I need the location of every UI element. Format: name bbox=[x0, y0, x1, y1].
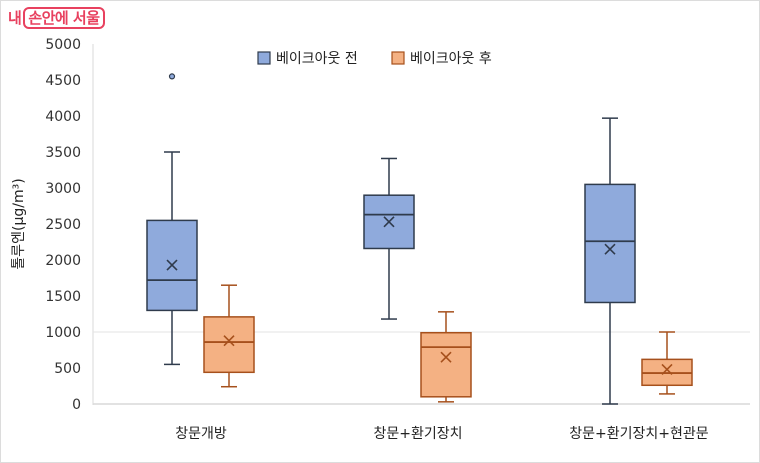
y-axis-title: 톨루엔(μg/m³) bbox=[11, 178, 27, 269]
y-tick-label: 500 bbox=[54, 361, 81, 377]
iqr-box bbox=[420, 331, 472, 398]
mean-marker bbox=[223, 335, 235, 347]
y-tick-label: 4500 bbox=[45, 73, 81, 89]
seoul-logo: 내 손안에 서울 bbox=[8, 7, 105, 29]
x-category-label: 창문+환기장치 bbox=[373, 426, 462, 442]
x-category-label: 창문개방 bbox=[175, 426, 227, 442]
legend-label: 베이크아웃 후 bbox=[410, 51, 492, 67]
outlier-point bbox=[168, 73, 176, 80]
mean-marker bbox=[166, 259, 178, 271]
mean-marker bbox=[604, 243, 616, 255]
y-tick-label: 3000 bbox=[45, 181, 81, 197]
y-tick-label: 1500 bbox=[45, 289, 81, 305]
mean-marker bbox=[661, 363, 673, 376]
legend-label: 베이크아웃 전 bbox=[276, 51, 358, 67]
y-tick-label: 0 bbox=[72, 397, 81, 413]
mean-marker bbox=[440, 351, 452, 363]
mean-marker bbox=[383, 216, 395, 228]
iqr-box bbox=[584, 183, 636, 304]
y-tick-label: 4000 bbox=[45, 109, 81, 125]
x-category-label: 창문+환기장치+현관문 bbox=[569, 426, 709, 442]
iqr-box bbox=[203, 316, 255, 374]
y-tick-label: 3500 bbox=[45, 145, 81, 161]
y-tick-label: 2000 bbox=[45, 253, 81, 269]
logo-prefix: 내 bbox=[8, 9, 22, 27]
legend-swatch bbox=[391, 51, 405, 65]
y-tick-label: 1000 bbox=[45, 325, 81, 341]
y-tick-label: 2500 bbox=[45, 217, 81, 233]
y-tick-label: 5000 bbox=[45, 37, 81, 53]
legend-swatch bbox=[257, 51, 271, 65]
logo-boxed-text: 손안에 서울 bbox=[23, 7, 105, 29]
